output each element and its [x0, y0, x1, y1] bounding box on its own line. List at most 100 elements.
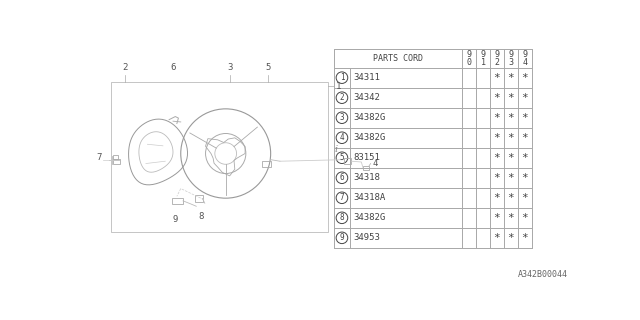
Bar — [504, 128, 518, 148]
Bar — [490, 148, 504, 168]
Text: 34311: 34311 — [353, 73, 380, 82]
Bar — [476, 208, 490, 228]
Text: 3: 3 — [227, 62, 232, 71]
Text: *: * — [522, 173, 528, 183]
Bar — [334, 168, 349, 188]
Text: *: * — [508, 133, 515, 143]
Bar — [518, 148, 532, 168]
Bar — [363, 166, 369, 171]
Text: *: * — [522, 233, 528, 243]
Text: *: * — [493, 133, 500, 143]
Bar — [334, 128, 349, 148]
Bar — [518, 228, 532, 248]
Bar — [349, 168, 462, 188]
Text: A342B00044: A342B00044 — [518, 270, 568, 279]
Bar — [349, 188, 462, 208]
Bar — [349, 128, 462, 148]
Bar — [349, 228, 462, 248]
Bar — [113, 155, 118, 159]
Bar — [334, 108, 349, 128]
Bar — [518, 88, 532, 108]
Bar — [334, 49, 462, 68]
Bar — [113, 159, 120, 164]
Text: 8: 8 — [340, 213, 344, 222]
Bar — [504, 49, 518, 68]
Text: 34953: 34953 — [353, 233, 380, 242]
Text: *: * — [493, 73, 500, 83]
Text: 83151: 83151 — [353, 153, 380, 162]
Bar — [476, 168, 490, 188]
Text: 1: 1 — [336, 82, 341, 91]
Text: 1: 1 — [340, 73, 344, 82]
Text: *: * — [493, 153, 500, 163]
Bar — [504, 208, 518, 228]
Bar — [518, 49, 532, 68]
Text: 34318A: 34318A — [353, 193, 386, 202]
Text: *: * — [522, 193, 528, 203]
Bar — [518, 68, 532, 88]
Text: *: * — [508, 153, 515, 163]
Text: 5: 5 — [266, 62, 271, 71]
Bar — [349, 108, 462, 128]
Text: 7: 7 — [340, 193, 344, 202]
Text: *: * — [522, 153, 528, 163]
Text: 34382G: 34382G — [353, 133, 386, 142]
Text: *: * — [508, 213, 515, 223]
Text: 34382G: 34382G — [353, 213, 386, 222]
Text: 9
0: 9 0 — [467, 50, 472, 67]
Bar — [518, 208, 532, 228]
Text: 2: 2 — [122, 62, 127, 71]
Bar — [262, 161, 271, 167]
Bar — [334, 228, 349, 248]
Bar — [476, 88, 490, 108]
Bar — [504, 148, 518, 168]
Text: *: * — [508, 73, 515, 83]
Bar — [504, 68, 518, 88]
Text: 8: 8 — [198, 212, 204, 221]
Bar — [349, 148, 462, 168]
Bar — [462, 49, 476, 68]
Text: 9: 9 — [340, 233, 344, 242]
Bar — [111, 82, 328, 232]
Text: *: * — [508, 113, 515, 123]
Text: i: i — [334, 145, 337, 154]
Bar — [334, 49, 532, 248]
Text: *: * — [508, 173, 515, 183]
Bar — [476, 128, 490, 148]
Bar — [462, 88, 476, 108]
Text: 34382G: 34382G — [353, 113, 386, 122]
Bar — [334, 68, 349, 88]
Bar — [476, 188, 490, 208]
Text: 5: 5 — [340, 153, 344, 162]
Bar — [504, 168, 518, 188]
Bar — [490, 228, 504, 248]
Text: 6: 6 — [340, 173, 344, 182]
Text: *: * — [493, 113, 500, 123]
Text: PARTS CORD: PARTS CORD — [373, 54, 423, 63]
Text: *: * — [508, 233, 515, 243]
Bar — [462, 148, 476, 168]
Bar — [504, 188, 518, 208]
Bar — [504, 228, 518, 248]
Bar — [334, 88, 349, 108]
Bar — [462, 228, 476, 248]
Text: 9
1: 9 1 — [481, 50, 486, 67]
Text: *: * — [493, 233, 500, 243]
Text: *: * — [522, 213, 528, 223]
Text: 9
3: 9 3 — [508, 50, 513, 67]
Bar — [490, 168, 504, 188]
Bar — [504, 108, 518, 128]
Bar — [518, 188, 532, 208]
Bar — [334, 188, 349, 208]
Bar — [518, 108, 532, 128]
Bar — [349, 68, 462, 88]
Bar — [462, 108, 476, 128]
Text: 9: 9 — [173, 215, 178, 225]
Bar — [476, 108, 490, 128]
Text: *: * — [493, 173, 500, 183]
Text: *: * — [508, 193, 515, 203]
Bar — [195, 196, 204, 202]
Bar — [349, 88, 462, 108]
Text: 3: 3 — [340, 113, 344, 122]
Text: 34342: 34342 — [353, 93, 380, 102]
